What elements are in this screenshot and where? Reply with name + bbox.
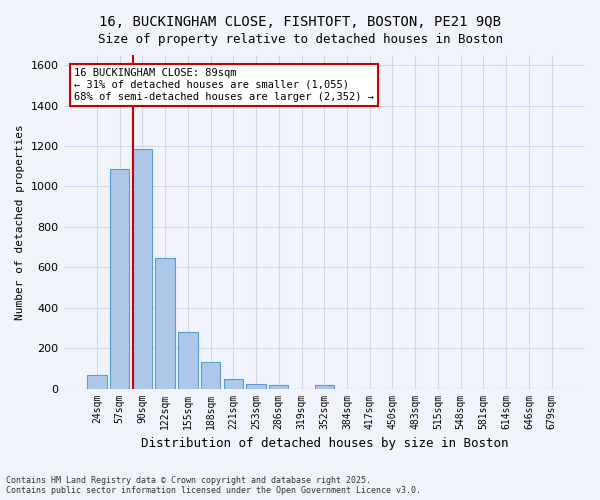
Bar — [247, 384, 266, 388]
Text: 16, BUCKINGHAM CLOSE, FISHTOFT, BOSTON, PE21 9QB: 16, BUCKINGHAM CLOSE, FISHTOFT, BOSTON, … — [99, 15, 501, 29]
Bar — [269, 385, 289, 388]
Text: 16 BUCKINGHAM CLOSE: 89sqm
← 31% of detached houses are smaller (1,055)
68% of s: 16 BUCKINGHAM CLOSE: 89sqm ← 31% of deta… — [74, 68, 374, 102]
Bar — [133, 149, 152, 388]
Bar — [110, 169, 130, 388]
Bar — [314, 385, 334, 388]
Bar — [155, 258, 175, 388]
Y-axis label: Number of detached properties: Number of detached properties — [15, 124, 25, 320]
Bar — [224, 380, 243, 388]
Bar — [201, 362, 220, 388]
Text: Size of property relative to detached houses in Boston: Size of property relative to detached ho… — [97, 32, 503, 46]
Bar — [178, 332, 197, 388]
Bar — [87, 376, 107, 388]
Text: Contains HM Land Registry data © Crown copyright and database right 2025.
Contai: Contains HM Land Registry data © Crown c… — [6, 476, 421, 495]
X-axis label: Distribution of detached houses by size in Boston: Distribution of detached houses by size … — [140, 437, 508, 450]
